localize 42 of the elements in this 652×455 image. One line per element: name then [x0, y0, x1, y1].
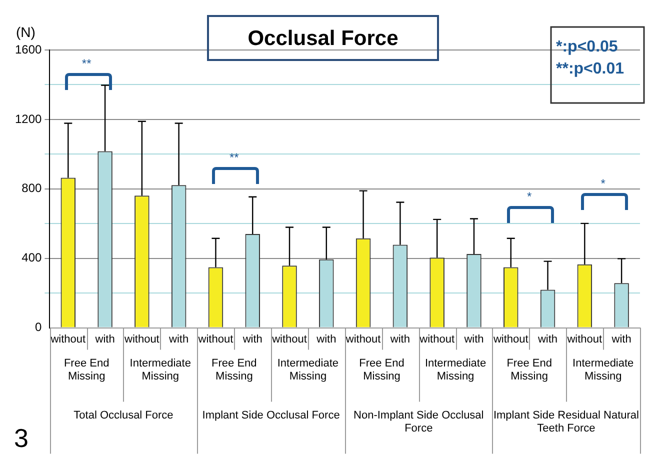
annotation: **	[82, 56, 92, 70]
x-tick-label: with	[463, 333, 484, 346]
x-tick-label: without	[124, 333, 160, 346]
annotation: **:p<0.01	[556, 60, 624, 78]
y-tick-label: 0	[35, 320, 42, 334]
x-tick-label: without	[418, 333, 455, 346]
text: Free End Missing	[64, 357, 110, 382]
text: 3	[14, 423, 28, 454]
y-axis-title: (N)	[16, 24, 36, 40]
text: Intermediate Missing	[130, 357, 191, 382]
y-tick-label: 1200	[14, 112, 42, 126]
x-tick-label: without	[271, 333, 307, 346]
text: Free End Missing	[506, 357, 552, 382]
annotation: **	[229, 150, 240, 164]
x-tick-label: without	[566, 333, 602, 346]
text: Non-Implant Side Occlusal Force	[354, 409, 484, 434]
y-tick-label: 400	[22, 250, 42, 265]
text: Free End Missing	[212, 357, 257, 382]
x-tick-label: with	[536, 333, 558, 346]
text: Implant Side Occlusal Force	[202, 409, 340, 422]
text: Total Occlusal Force	[74, 409, 174, 422]
x-tick-label: without	[197, 333, 234, 346]
x-tick-label: with	[168, 333, 189, 346]
y-tick-label: 800	[22, 181, 42, 196]
x-tick-label: with	[610, 333, 632, 346]
x-tick-label: without	[50, 333, 86, 346]
text: Free End Missing	[359, 357, 404, 382]
text: Intermediate Missing	[572, 357, 634, 382]
x-tick-label: with	[389, 333, 410, 346]
text: Intermediate Missing	[424, 357, 486, 382]
text: Implant Side Residual Natural Teeth Force	[493, 409, 639, 434]
x-tick-label: with	[242, 333, 262, 346]
annotation: *:p<0.05	[556, 38, 618, 56]
x-tick-label: without	[344, 333, 381, 346]
x-tick-label: with	[316, 333, 336, 346]
text: Intermediate Missing	[277, 357, 339, 382]
x-tick-label: without	[492, 333, 528, 346]
y-tick-label: 1600	[14, 42, 42, 56]
x-tick-label: with	[94, 333, 115, 346]
annotation: *	[526, 189, 532, 204]
chart-title: Occlusal Force	[248, 26, 398, 50]
annotation: *	[600, 176, 606, 190]
